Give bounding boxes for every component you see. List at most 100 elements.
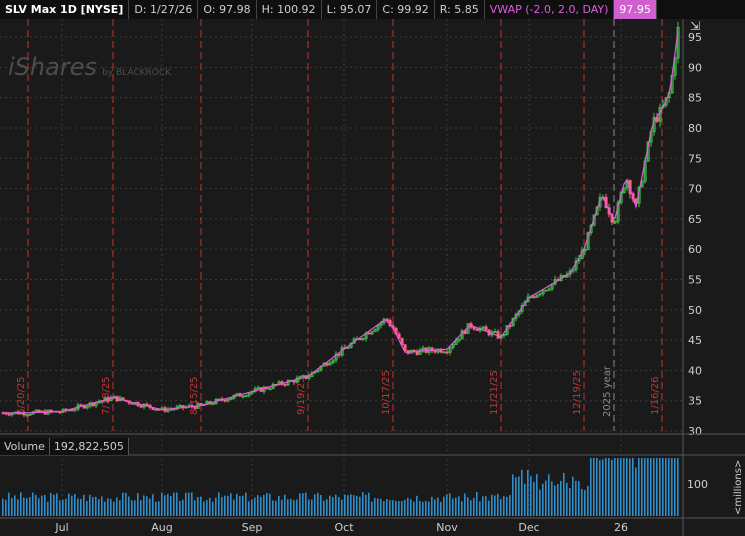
price-candle (589, 224, 593, 234)
volume-bar (116, 497, 118, 516)
volume-bar (68, 493, 70, 516)
volume-bar (86, 500, 88, 516)
volume-bar (248, 501, 250, 516)
volume-bar (470, 500, 472, 516)
vwap-study-label[interactable]: VWAP (-2.0, 2.0, DAY) (485, 0, 615, 19)
volume-bar (392, 500, 394, 516)
volume-bar (155, 501, 157, 516)
range-readout: R: 5.85 (435, 0, 485, 19)
volume-bar (131, 500, 133, 516)
price-candle (358, 338, 362, 341)
volume-bar (170, 496, 172, 516)
volume-bar (119, 500, 121, 516)
price-candle (535, 294, 539, 298)
volume-bar (212, 501, 214, 516)
price-candle (334, 353, 338, 361)
price-candle (475, 328, 479, 331)
volume-bar (251, 499, 253, 516)
price-candle (268, 388, 272, 390)
volume-bar (80, 498, 82, 516)
volume-bar (266, 492, 268, 516)
volume-bar (179, 500, 181, 516)
price-candle (85, 405, 89, 409)
volume-bar (509, 495, 511, 516)
volume-bar (209, 497, 211, 516)
volume-bar (611, 459, 613, 516)
volume-bar (128, 496, 130, 516)
volume-bar (311, 499, 313, 516)
volume-bar (671, 458, 673, 516)
volume-bar (500, 499, 502, 516)
volume-bar (527, 470, 529, 516)
price-tick-label: 30 (688, 425, 702, 438)
price-chart[interactable]: 95 90 85 80 75 70 65 60 55 50 45 40 35 30 Jul Aug Sep Oct… (0, 19, 745, 536)
volume-bar (635, 467, 637, 516)
volume-bar (23, 497, 25, 516)
price-candle (493, 331, 497, 333)
price-tick-label: 35 (688, 395, 702, 408)
price-candle (346, 347, 350, 349)
volume-bar (410, 499, 412, 516)
volume-bar (428, 501, 430, 516)
volume-bar (338, 497, 340, 516)
volume-bar (371, 501, 373, 516)
volume-bar (479, 501, 481, 516)
price-candle (496, 331, 500, 339)
volume-bar (173, 492, 175, 516)
month-label: Jul (54, 521, 68, 534)
volume-bar (29, 497, 31, 516)
volume-bar (383, 501, 385, 516)
price-tick-label: 50 (688, 304, 702, 317)
month-label: Sep (242, 521, 263, 534)
price-candle (244, 395, 248, 398)
volume-bar (197, 497, 199, 516)
price-candle (361, 338, 365, 340)
volume-bar (269, 493, 271, 516)
volume-bar (512, 474, 514, 516)
price-candle (403, 344, 407, 352)
volume-bar (284, 494, 286, 516)
volume-bar (590, 458, 592, 516)
expand-icon[interactable]: ⇲ (689, 19, 701, 33)
price-candle (193, 406, 197, 409)
volume-bar (221, 497, 223, 516)
volume-bar (38, 498, 40, 516)
volume-bar (395, 501, 397, 516)
volume-bar (362, 492, 364, 516)
price-candle (217, 398, 221, 401)
price-candle (256, 387, 260, 390)
price-candle (538, 293, 542, 296)
price-candle (622, 187, 626, 194)
symbol-label[interactable]: SLV Max 1D [NYSE] (0, 0, 130, 19)
chart-area[interactable]: 95 90 85 80 75 70 65 60 55 50 45 40 35 30 Jul Aug Sep Oct… (0, 19, 745, 536)
volume-bar (572, 476, 574, 516)
price-candle (211, 403, 215, 406)
volume-bar (263, 494, 265, 516)
volume-bar (233, 499, 235, 516)
volume-bar (380, 498, 382, 516)
volume-bar (641, 458, 643, 516)
price-candle (307, 376, 311, 379)
volume-bar (314, 494, 316, 516)
volume-bar (521, 469, 523, 516)
volume-bar (563, 472, 565, 516)
volume-bar (20, 492, 22, 516)
volume-bar (515, 477, 517, 516)
price-tick-label: 95 (688, 31, 702, 44)
volume-bar (587, 485, 589, 516)
volume-bar (542, 483, 544, 516)
price-tick-label: 60 (688, 243, 702, 256)
volume-bar (260, 496, 262, 516)
volume-bar (605, 458, 607, 516)
volume-bar (356, 495, 358, 516)
volume-bar (140, 500, 142, 516)
volume-bar (188, 492, 190, 516)
volume-bar (329, 495, 331, 516)
volume-bar (137, 493, 139, 516)
price-candle (109, 396, 113, 402)
volume-value: 192,822,505 (49, 438, 129, 455)
volume-bar (230, 493, 232, 516)
volume-bar (530, 476, 532, 516)
volume-bar (59, 500, 61, 516)
price-candle (613, 221, 617, 224)
